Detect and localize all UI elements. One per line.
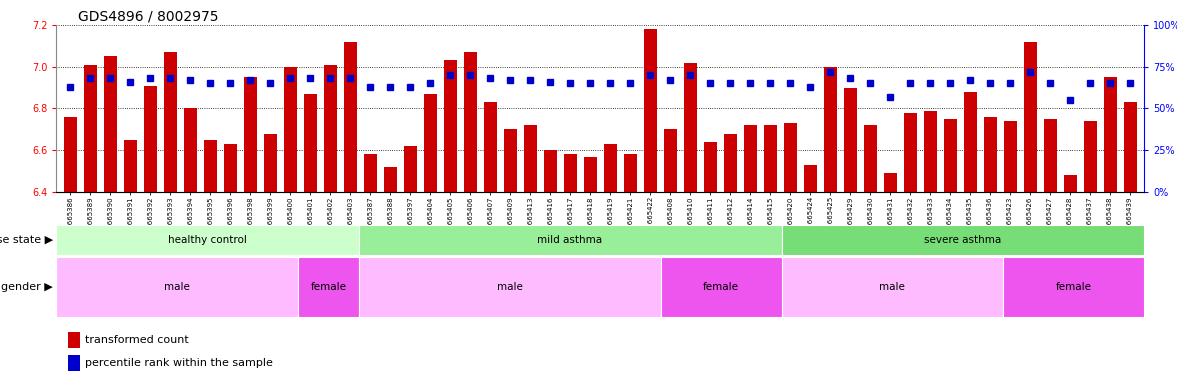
Bar: [464, 52, 477, 192]
Bar: [564, 154, 577, 192]
Text: male: male: [879, 282, 905, 292]
Bar: [524, 125, 537, 192]
Text: male: male: [165, 282, 191, 292]
Bar: [84, 65, 97, 192]
Bar: [444, 60, 457, 192]
Bar: [684, 63, 697, 192]
Bar: [624, 154, 637, 192]
Bar: [424, 94, 437, 192]
Bar: [944, 119, 957, 192]
Bar: [1084, 121, 1097, 192]
Text: transformed count: transformed count: [85, 335, 188, 345]
Bar: [1044, 119, 1057, 192]
Bar: [144, 86, 157, 192]
Bar: [359, 257, 660, 317]
Text: disease state ▶: disease state ▶: [0, 235, 53, 245]
Bar: [344, 41, 357, 192]
Bar: [1024, 41, 1037, 192]
Bar: [864, 125, 877, 192]
Bar: [1004, 121, 1017, 192]
Bar: [224, 144, 237, 192]
Bar: [298, 257, 359, 317]
Bar: [104, 56, 117, 192]
Text: gender ▶: gender ▶: [1, 282, 53, 292]
Bar: [56, 225, 359, 255]
Bar: [744, 125, 757, 192]
Bar: [904, 113, 917, 192]
Text: severe asthma: severe asthma: [924, 235, 1002, 245]
Bar: [359, 225, 782, 255]
Text: healthy control: healthy control: [168, 235, 247, 245]
Bar: [604, 144, 617, 192]
Bar: [764, 125, 777, 192]
Bar: [964, 92, 977, 192]
Bar: [164, 52, 177, 192]
Bar: [324, 65, 337, 192]
Bar: [884, 173, 897, 192]
Bar: [1124, 102, 1137, 192]
Bar: [484, 102, 497, 192]
Bar: [664, 129, 677, 192]
Bar: [244, 77, 257, 192]
Bar: [844, 88, 857, 192]
Bar: [544, 150, 557, 192]
Text: GDS4896 / 8002975: GDS4896 / 8002975: [78, 10, 219, 24]
Bar: [1104, 77, 1117, 192]
Bar: [404, 146, 417, 192]
Bar: [804, 165, 817, 192]
Bar: [924, 111, 937, 192]
Bar: [584, 157, 597, 192]
Bar: [504, 129, 517, 192]
Text: mild asthma: mild asthma: [538, 235, 603, 245]
Bar: [64, 117, 77, 192]
Bar: [784, 123, 797, 192]
Bar: [384, 167, 397, 192]
Bar: [724, 134, 737, 192]
Text: female: female: [703, 282, 739, 292]
Bar: [782, 257, 1003, 317]
Text: female: female: [311, 282, 346, 292]
Bar: [364, 154, 377, 192]
Bar: [782, 225, 1144, 255]
Text: percentile rank within the sample: percentile rank within the sample: [85, 358, 273, 368]
Bar: [184, 108, 197, 192]
Bar: [124, 140, 137, 192]
Bar: [824, 67, 837, 192]
Bar: [56, 257, 298, 317]
Text: male: male: [497, 282, 523, 292]
Bar: [644, 29, 657, 192]
Bar: [1003, 257, 1144, 317]
Bar: [984, 117, 997, 192]
Bar: [264, 134, 277, 192]
Bar: [204, 140, 217, 192]
Bar: [304, 94, 317, 192]
Text: female: female: [1056, 282, 1091, 292]
Bar: [284, 67, 297, 192]
Bar: [1064, 175, 1077, 192]
Bar: [704, 142, 717, 192]
Bar: [660, 257, 782, 317]
